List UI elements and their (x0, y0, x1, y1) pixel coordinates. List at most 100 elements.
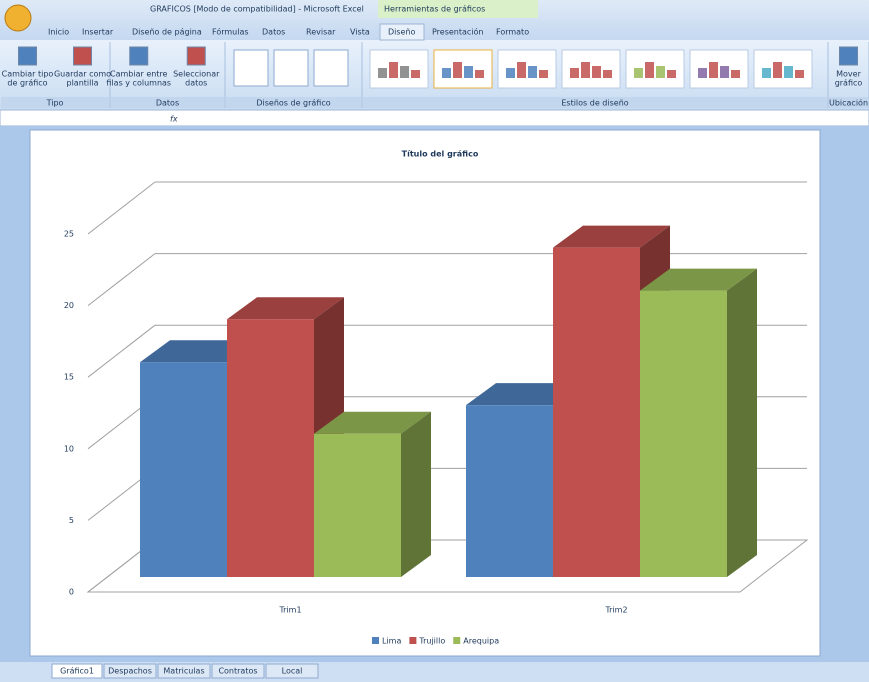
button-icon[interactable] (186, 46, 206, 66)
context-tab-bg (378, 0, 538, 18)
style-thumb-bar (442, 68, 451, 78)
ribbon-tab[interactable]: Fórmulas (212, 27, 249, 37)
button-icon[interactable] (73, 46, 92, 66)
style-thumb-bar (506, 68, 515, 78)
window-title: GRAFICOS [Modo de compatibilidad] - Micr… (150, 5, 364, 14)
y-tick-label: 10 (64, 444, 74, 453)
office-button[interactable] (4, 4, 32, 32)
active-tab-bg (379, 23, 425, 41)
group-label: Datos (156, 99, 179, 108)
style-thumb-bar (731, 70, 740, 78)
y-tick-label: 25 (64, 230, 74, 239)
chart-title: Título del gráfico (402, 150, 479, 159)
button-label: filas y columnas (106, 79, 171, 88)
legend-label: Trujillo (418, 637, 445, 646)
style-thumb-bar (539, 70, 548, 78)
bar (314, 411, 431, 577)
x-tick-label: Trim1 (278, 606, 301, 615)
button-label: gráfico (835, 79, 863, 88)
button-label: Guardar como (54, 70, 111, 79)
style-thumb-bar (709, 62, 718, 78)
style-thumb-bar (634, 68, 643, 78)
style-thumb-bar (570, 68, 579, 78)
layout-thumb[interactable] (273, 49, 309, 87)
sheet-tab[interactable] (265, 663, 319, 679)
button-label: Mover (836, 70, 861, 79)
style-thumb-bar (453, 62, 462, 78)
bar-front (553, 247, 640, 577)
x-tick-label: Trim2 (604, 606, 627, 615)
button-label: Cambiar tipo (2, 70, 54, 79)
style-thumb-bar (773, 62, 782, 78)
ribbon-tab[interactable]: Datos (262, 28, 285, 37)
button-icon[interactable] (18, 46, 37, 66)
sheet-tab[interactable] (51, 663, 103, 679)
style-thumb-bar (720, 66, 729, 78)
layout-thumb[interactable] (233, 49, 269, 87)
button-label: de gráfico (7, 79, 47, 88)
bar-top (227, 297, 344, 320)
style-thumb-bar (389, 62, 398, 78)
legend-swatch (453, 637, 461, 644)
style-thumb-bar (795, 70, 804, 78)
style-thumb-bar (667, 70, 676, 78)
formula-bar (0, 109, 869, 127)
grid-line (87, 253, 156, 306)
ribbon-tab[interactable]: Presentación (432, 27, 484, 37)
legend-swatch (372, 637, 379, 644)
ribbon-tab[interactable]: Inicio (48, 28, 69, 37)
fx-label: fx (170, 115, 178, 124)
bar-side (727, 268, 757, 577)
button-icon[interactable] (839, 46, 858, 66)
style-thumb-bar (592, 66, 601, 78)
button-icon[interactable] (129, 46, 149, 66)
style-thumb-bar (528, 66, 537, 78)
bar-front (140, 362, 227, 577)
button-label: Cambiar entre (110, 70, 168, 79)
button-label: Seleccionar (173, 70, 220, 79)
bar-top (640, 268, 757, 291)
grid-line (87, 181, 156, 235)
grid-line (87, 324, 156, 378)
style-thumb-bar (411, 70, 420, 78)
sheet-tab-label: Matriculas (163, 667, 204, 676)
group-label: Ubicación (829, 98, 868, 108)
ribbon-tab[interactable]: Formato (496, 28, 529, 37)
y-tick-label: 15 (64, 373, 74, 382)
bar-top (314, 411, 431, 434)
bar (640, 268, 757, 577)
group-label-bg (363, 97, 827, 108)
style-thumb-bar (784, 66, 793, 78)
sheet-tab-label: Local (282, 667, 303, 676)
y-tick-label: 20 (64, 301, 74, 310)
ribbon-tab[interactable]: Diseño (388, 28, 416, 37)
legend-swatch (409, 637, 417, 644)
context-tab: Herramientas de gráficos (384, 5, 485, 14)
group-label-bg (829, 97, 868, 108)
ribbon-tab[interactable]: Insertar (82, 28, 114, 37)
group-label-bg (111, 97, 224, 108)
style-thumb-bar (378, 68, 387, 78)
bar-top (553, 225, 670, 248)
ribbon-tab[interactable]: Revisar (306, 28, 336, 37)
legend-label: Lima (382, 637, 401, 646)
sheet-tab[interactable] (211, 663, 265, 679)
sheet-tab-label: Despachos (108, 667, 152, 676)
style-thumb-bar (645, 62, 654, 78)
bar-front (466, 405, 553, 577)
layout-thumb[interactable] (313, 49, 349, 87)
ribbon-tab[interactable]: Vista (350, 28, 370, 37)
group-label-bg (226, 97, 361, 108)
bar-front (640, 290, 727, 577)
sheet-tab-label: Gráfico1 (60, 667, 94, 676)
style-thumb-bar (656, 66, 665, 78)
ribbon-tab[interactable]: Diseño de página (132, 28, 202, 37)
style-thumb-bar (698, 68, 707, 78)
sheet-tab[interactable] (103, 663, 157, 679)
group-label-bg (1, 97, 109, 108)
sheet-tab[interactable] (157, 663, 211, 679)
group-label: Tipo (46, 99, 64, 108)
button-label: datos (185, 79, 207, 88)
style-thumb-bar (581, 62, 590, 78)
